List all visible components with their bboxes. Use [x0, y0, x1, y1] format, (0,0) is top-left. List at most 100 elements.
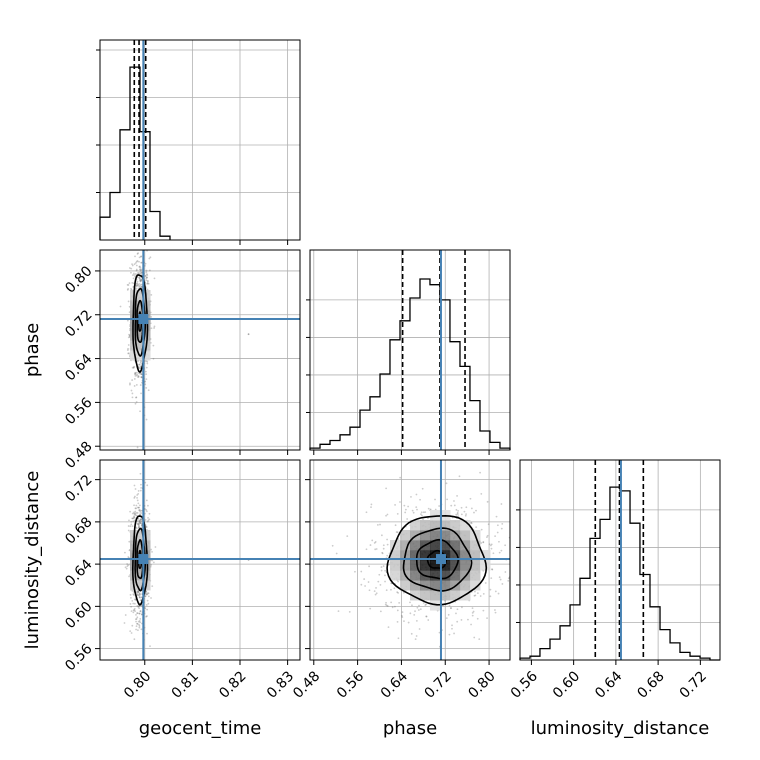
sample-point — [146, 276, 148, 279]
sample-point — [130, 520, 133, 523]
xtick-label-phase: 0.72 — [422, 668, 455, 701]
ytick-label-phase: 0.56 — [62, 395, 95, 428]
sample-point — [138, 520, 141, 522]
sample-point — [500, 549, 503, 552]
sample-point — [133, 378, 136, 380]
sample-point — [138, 265, 141, 268]
sample-point — [127, 347, 129, 350]
panel-frame-2-2 — [519, 459, 721, 661]
sample-point — [126, 565, 129, 568]
sample-point — [385, 601, 387, 604]
sample-point — [475, 526, 478, 529]
density-bin — [450, 560, 461, 571]
sample-point — [138, 520, 141, 522]
sample-point — [134, 488, 137, 490]
sample-point — [380, 566, 383, 568]
scatter-layer — [119, 250, 510, 648]
density-bin — [450, 570, 461, 581]
sample-point — [448, 604, 451, 607]
sample-point — [360, 583, 363, 586]
sample-point — [134, 402, 137, 405]
sample-point — [418, 628, 421, 630]
sample-point — [135, 374, 138, 377]
density-bin — [460, 530, 471, 541]
density-bin — [470, 550, 481, 561]
sample-point — [137, 490, 140, 492]
sample-point — [460, 513, 463, 516]
density-bin — [400, 530, 411, 541]
sample-point — [146, 484, 149, 487]
sample-point — [134, 275, 136, 278]
sample-point — [424, 604, 427, 606]
sample-point — [131, 624, 134, 627]
sample-point — [494, 609, 496, 611]
sample-point — [138, 596, 141, 598]
sample-point — [137, 502, 140, 505]
sample-point — [385, 589, 388, 592]
density-bin — [140, 570, 151, 581]
sample-point — [128, 519, 130, 522]
density-bin — [430, 590, 441, 601]
ytick-label-phase: 0.72 — [62, 307, 95, 340]
sample-point — [136, 260, 139, 262]
sample-point — [132, 593, 135, 596]
sample-point — [140, 255, 143, 258]
sample-point — [134, 510, 137, 513]
sample-point — [348, 610, 351, 613]
sample-point — [379, 523, 381, 526]
sample-point — [140, 613, 143, 616]
sample-point — [138, 612, 141, 615]
sample-point — [145, 269, 148, 272]
sample-point — [144, 607, 147, 610]
sample-point — [453, 504, 456, 507]
sample-point — [427, 619, 430, 621]
density-bin — [440, 570, 451, 581]
sample-point — [418, 604, 420, 607]
sample-point — [150, 597, 152, 599]
sample-point — [144, 508, 146, 510]
sample-point — [133, 263, 136, 266]
sample-point — [134, 372, 137, 375]
sample-point — [337, 610, 340, 612]
sample-point — [406, 518, 409, 520]
sample-point — [374, 541, 377, 543]
sample-point — [335, 552, 338, 555]
sample-point — [152, 344, 155, 347]
sample-point — [379, 583, 382, 586]
sample-point — [382, 565, 385, 567]
density-bin — [140, 580, 151, 591]
sample-point — [136, 594, 139, 596]
sample-point — [354, 570, 356, 573]
sample-point — [138, 279, 141, 282]
sample-point — [507, 577, 510, 580]
sample-point — [127, 284, 130, 286]
density-bin — [470, 540, 481, 551]
sample-point — [486, 534, 489, 537]
sample-point — [130, 632, 133, 634]
sample-point — [386, 538, 388, 541]
sample-point — [504, 544, 507, 547]
sample-point — [148, 518, 151, 521]
sample-point — [136, 499, 139, 502]
sample-point — [370, 503, 373, 506]
sample-point — [124, 551, 126, 554]
density-bin — [390, 560, 401, 571]
sample-point — [136, 622, 139, 625]
xtick-label-phase: 0.64 — [378, 668, 411, 701]
sample-point — [136, 512, 139, 514]
density-bin — [410, 530, 421, 541]
sample-point — [482, 592, 485, 595]
density-bin — [410, 580, 421, 591]
sample-point — [450, 607, 452, 609]
xlabel-phase: phase — [383, 718, 437, 739]
sample-point — [368, 589, 371, 592]
sample-point — [137, 376, 139, 379]
sample-point — [135, 282, 138, 285]
sample-point — [138, 509, 141, 512]
sample-point — [401, 611, 404, 613]
ylabel-phase: phase — [22, 323, 43, 377]
sample-point — [149, 256, 152, 259]
sample-point — [127, 525, 130, 527]
sample-point — [137, 591, 139, 594]
density-bin — [430, 550, 441, 561]
